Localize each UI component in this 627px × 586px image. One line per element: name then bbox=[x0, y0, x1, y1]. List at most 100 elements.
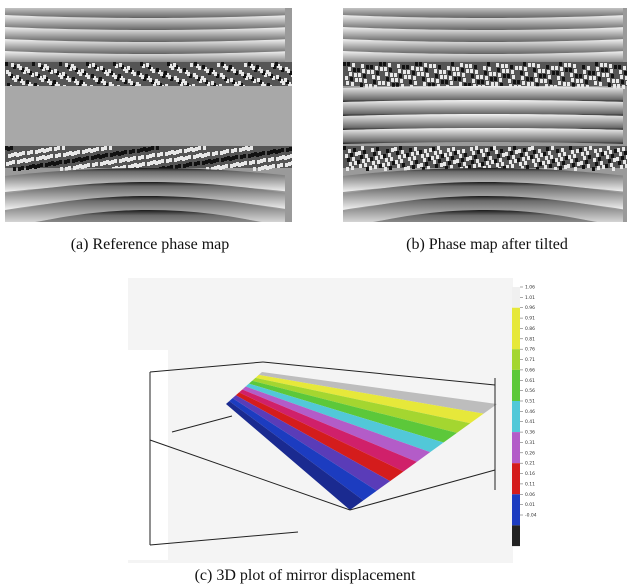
speckle bbox=[91, 74, 94, 78]
speckle bbox=[422, 77, 425, 81]
colorbar-label: 0.66 bbox=[525, 367, 535, 373]
speckle bbox=[220, 73, 223, 77]
speckle bbox=[100, 162, 103, 166]
speckle bbox=[464, 153, 467, 157]
speckle bbox=[266, 166, 269, 170]
speckle bbox=[100, 66, 103, 70]
speckle bbox=[71, 152, 74, 156]
speckle bbox=[621, 156, 624, 160]
speckle bbox=[234, 148, 237, 152]
speckle bbox=[16, 153, 19, 157]
speckle bbox=[383, 154, 386, 158]
speckle bbox=[266, 70, 269, 74]
speckle bbox=[45, 163, 48, 167]
speckle bbox=[187, 148, 190, 152]
speckle bbox=[535, 78, 538, 82]
speckle bbox=[589, 146, 592, 150]
speckle bbox=[569, 146, 572, 150]
speckle bbox=[540, 153, 543, 157]
speckle bbox=[358, 151, 361, 155]
speckle bbox=[514, 159, 517, 163]
colorbar-segment bbox=[512, 432, 520, 463]
speckle bbox=[594, 81, 597, 85]
speckle bbox=[396, 151, 399, 155]
speckle bbox=[409, 148, 412, 152]
speckle bbox=[622, 147, 625, 151]
speckle bbox=[202, 161, 205, 165]
speckle bbox=[517, 80, 520, 84]
speckle bbox=[417, 164, 420, 168]
speckle bbox=[353, 148, 356, 152]
speckle bbox=[491, 82, 494, 86]
speckle bbox=[349, 162, 352, 166]
speckle bbox=[480, 149, 483, 153]
colorbar-label: 0.91 bbox=[525, 316, 535, 322]
speckle bbox=[533, 68, 536, 72]
speckle bbox=[76, 165, 79, 169]
speckle bbox=[481, 162, 484, 166]
speckle bbox=[571, 150, 574, 154]
speckle bbox=[500, 149, 503, 153]
speckle bbox=[113, 62, 116, 66]
speckle bbox=[17, 160, 20, 164]
speckle bbox=[443, 162, 446, 166]
speckle bbox=[420, 163, 423, 167]
speckle bbox=[389, 68, 392, 72]
speckle bbox=[537, 64, 540, 68]
speckle bbox=[169, 158, 172, 162]
speckle bbox=[550, 155, 553, 159]
colorbar-segment bbox=[512, 349, 520, 370]
speckle bbox=[460, 63, 463, 67]
speckle bbox=[137, 71, 140, 75]
speckle bbox=[210, 68, 213, 72]
speckle bbox=[230, 164, 233, 168]
fringe bbox=[343, 86, 623, 102]
speckle bbox=[614, 65, 617, 69]
speckle bbox=[449, 152, 452, 156]
speckle bbox=[380, 67, 383, 71]
speckle bbox=[413, 76, 416, 80]
speckle bbox=[600, 161, 603, 165]
speckle bbox=[575, 74, 578, 78]
speckle bbox=[585, 160, 588, 164]
speckle bbox=[370, 65, 373, 69]
speckle bbox=[544, 165, 547, 169]
speckle bbox=[362, 69, 365, 73]
colorbar-label: 0.96 bbox=[525, 305, 535, 311]
speckle bbox=[271, 157, 274, 161]
speckle bbox=[67, 159, 70, 163]
colorbar-label: 0.46 bbox=[525, 409, 535, 415]
speckle bbox=[621, 80, 624, 84]
speckle bbox=[534, 73, 537, 77]
speckle bbox=[372, 75, 375, 79]
speckle bbox=[193, 155, 196, 159]
speckle bbox=[513, 80, 516, 84]
speckle bbox=[477, 80, 480, 84]
speckle bbox=[481, 80, 484, 84]
speckle bbox=[256, 153, 259, 157]
speckle bbox=[411, 66, 414, 70]
speckle bbox=[232, 156, 235, 160]
speckle bbox=[478, 163, 481, 167]
speckle bbox=[446, 157, 449, 161]
speckle bbox=[72, 159, 75, 163]
speckle bbox=[475, 70, 478, 74]
speckle bbox=[54, 69, 57, 73]
speckle bbox=[520, 153, 523, 157]
speckle bbox=[16, 75, 19, 79]
speckle bbox=[155, 161, 158, 165]
speckle bbox=[29, 165, 32, 169]
speckle bbox=[350, 153, 353, 157]
speckle bbox=[563, 82, 566, 86]
speckle bbox=[9, 161, 12, 165]
speckle bbox=[203, 146, 206, 150]
speckle bbox=[280, 163, 283, 167]
speckle bbox=[36, 157, 39, 161]
speckle bbox=[538, 149, 541, 153]
speckle bbox=[155, 79, 158, 83]
speckle bbox=[454, 77, 457, 81]
speckle bbox=[161, 159, 164, 163]
speckle bbox=[490, 147, 493, 151]
speckle bbox=[537, 158, 540, 162]
speckle bbox=[494, 159, 497, 163]
